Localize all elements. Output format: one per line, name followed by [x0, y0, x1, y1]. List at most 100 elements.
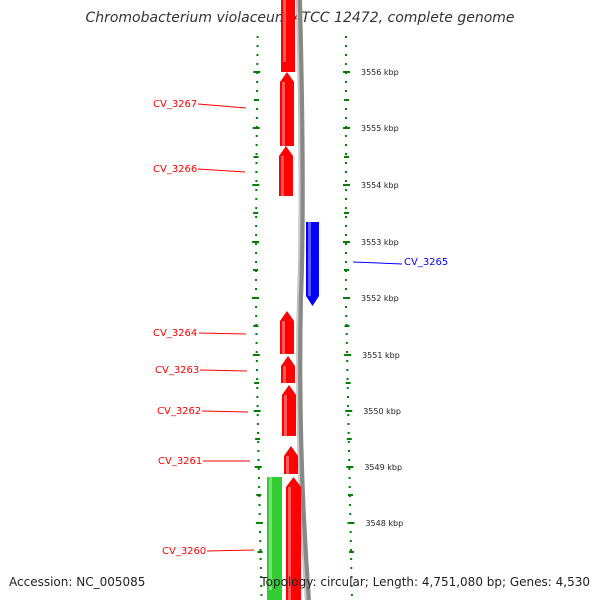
minor-tick: [254, 99, 259, 101]
ring-dot: [347, 432, 350, 434]
ring-dot: [256, 81, 259, 83]
ring-dot: [345, 153, 347, 155]
left-dotted-ring: [255, 36, 263, 596]
ring-dot: [258, 486, 261, 488]
ring-dot: [349, 531, 352, 533]
ring-dot: [260, 594, 263, 596]
ring-dot: [345, 63, 347, 65]
ring-dot: [258, 504, 261, 506]
gene-highlight: [308, 222, 311, 296]
ring-dot: [345, 180, 347, 182]
label-leader-line: [198, 332, 247, 335]
ring-dot: [345, 333, 348, 335]
accession-text: Accession: NC_005085: [9, 575, 146, 589]
ring-dot: [345, 198, 347, 200]
ring-dot: [255, 306, 258, 308]
ring-dot: [259, 558, 262, 560]
minor-tick: [344, 212, 349, 214]
gene-feature: [281, 0, 295, 72]
gene-cv_3260: [286, 477, 301, 600]
tick-mark-right: [343, 297, 350, 299]
ring-dot: [255, 333, 258, 335]
label-leader-line: [352, 261, 403, 265]
gene-label: CV_3263: [155, 365, 199, 376]
ring-dot: [257, 441, 260, 443]
ring-dot: [347, 441, 350, 443]
ring-dot: [345, 279, 347, 281]
ring-dot: [257, 477, 260, 479]
ring-dot: [256, 45, 259, 47]
label-leader-line: [206, 549, 255, 552]
tick-label: 3552 kbp: [361, 294, 399, 303]
tick-mark-left: [253, 71, 261, 73]
ring-dot: [345, 90, 347, 92]
ring-dot: [255, 279, 258, 281]
ring-dot: [255, 180, 258, 182]
minor-tick: [349, 551, 355, 553]
ring-dot: [256, 405, 259, 407]
ring-dot: [255, 342, 258, 344]
ring-dot: [257, 459, 260, 461]
ring-dot: [345, 81, 347, 83]
gene-highlight: [282, 321, 285, 354]
ring-dot: [345, 189, 347, 191]
minor-tick: [253, 325, 259, 327]
ring-dot: [348, 486, 351, 488]
ring-dot: [345, 36, 347, 38]
ring-dot: [345, 315, 348, 317]
label-leader-line: [197, 103, 247, 109]
tick-mark-right: [343, 71, 350, 73]
minor-tick: [257, 551, 263, 553]
minor-tick: [345, 382, 351, 384]
ring-dot: [258, 513, 261, 515]
ring-dot: [255, 108, 258, 110]
tick-mark-left: [252, 184, 260, 186]
gene-highlight: [283, 366, 286, 383]
tick-label: 3556 kbp: [361, 68, 399, 77]
ring-dot: [256, 54, 259, 56]
tick-mark-right: [346, 466, 354, 468]
ring-dot: [347, 405, 350, 407]
minor-tick: [344, 156, 349, 158]
ring-dot: [255, 369, 258, 371]
label-leader-line: [197, 168, 246, 173]
tick-mark-left: [252, 297, 260, 299]
ring-dot: [259, 567, 262, 569]
ring-dot: [348, 477, 351, 479]
gene-cv_3265: [306, 222, 319, 306]
ring-dot: [259, 549, 262, 551]
gene-cv_3266: [279, 146, 293, 196]
ring-dot: [255, 351, 258, 353]
ring-dot: [255, 162, 258, 164]
ring-dot: [255, 198, 258, 200]
ring-dot: [260, 585, 263, 587]
ring-dot: [349, 549, 352, 551]
topology-summary: Topology: circular; Length: 4,751,080 bp…: [260, 575, 590, 589]
ring-dot: [256, 414, 259, 416]
tick-label: 3550 kbp: [363, 407, 401, 416]
ring-dot: [345, 144, 347, 146]
ring-dot: [255, 144, 258, 146]
tick-mark-left: [253, 410, 261, 412]
minor-tick: [344, 325, 350, 327]
ring-dot: [257, 468, 260, 470]
ring-dot: [255, 135, 258, 137]
tick-mark-left: [252, 127, 260, 129]
ring-dot: [350, 576, 353, 578]
ring-dot: [345, 135, 347, 137]
ring-dot: [256, 378, 259, 380]
gene-label: CV_3265: [404, 257, 448, 268]
ring-dot: [255, 171, 258, 173]
tick-label: 3551 kbp: [362, 351, 400, 360]
ring-dot: [259, 531, 262, 533]
gene-label: CV_3267: [153, 99, 197, 110]
ring-dot: [255, 360, 258, 362]
gene-highlight: [282, 82, 285, 146]
gene-labels: CV_3267 CV_3266 CV_3265 CV_3264 CV_3263 CV_32…: [153, 99, 448, 557]
ring-dot: [345, 108, 347, 110]
tick-label: 3553 kbp: [361, 238, 399, 247]
tick-marks: 3556 kbp 3555 kbp 3554 kbp 3553 kbp 3552 kbp…: [252, 68, 403, 553]
tick-mark-left: [255, 522, 263, 524]
right-dotted-ring: [345, 36, 353, 596]
genome-backbone: [296, 0, 311, 600]
